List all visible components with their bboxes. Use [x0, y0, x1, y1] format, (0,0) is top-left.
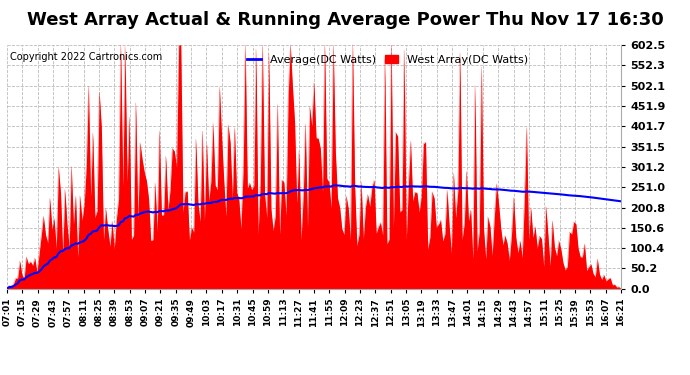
Legend: Average(DC Watts), West Array(DC Watts): Average(DC Watts), West Array(DC Watts): [243, 51, 533, 69]
Text: West Array Actual & Running Average Power Thu Nov 17 16:30: West Array Actual & Running Average Powe…: [27, 11, 663, 29]
Text: Copyright 2022 Cartronics.com: Copyright 2022 Cartronics.com: [10, 53, 162, 62]
